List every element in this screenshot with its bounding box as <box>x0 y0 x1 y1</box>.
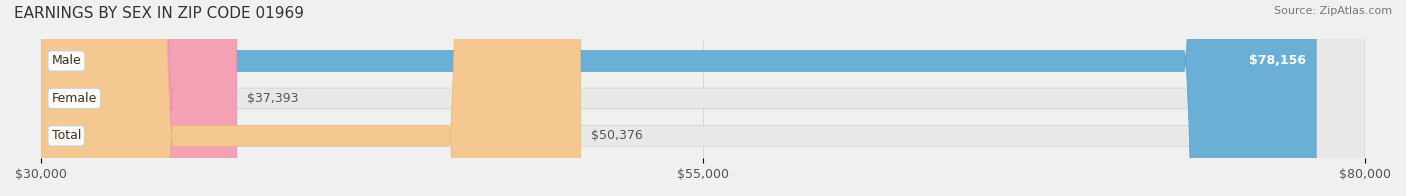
FancyBboxPatch shape <box>41 0 1365 196</box>
FancyBboxPatch shape <box>41 0 236 196</box>
FancyBboxPatch shape <box>41 0 581 196</box>
FancyBboxPatch shape <box>41 0 1365 196</box>
Text: $50,376: $50,376 <box>591 129 643 142</box>
Text: $78,156: $78,156 <box>1249 54 1306 67</box>
FancyBboxPatch shape <box>41 0 1316 196</box>
Text: Source: ZipAtlas.com: Source: ZipAtlas.com <box>1274 6 1392 16</box>
Text: EARNINGS BY SEX IN ZIP CODE 01969: EARNINGS BY SEX IN ZIP CODE 01969 <box>14 6 304 21</box>
FancyBboxPatch shape <box>41 0 1365 196</box>
Text: Male: Male <box>52 54 82 67</box>
Text: Female: Female <box>52 92 97 105</box>
Text: Total: Total <box>52 129 82 142</box>
Text: $37,393: $37,393 <box>247 92 299 105</box>
